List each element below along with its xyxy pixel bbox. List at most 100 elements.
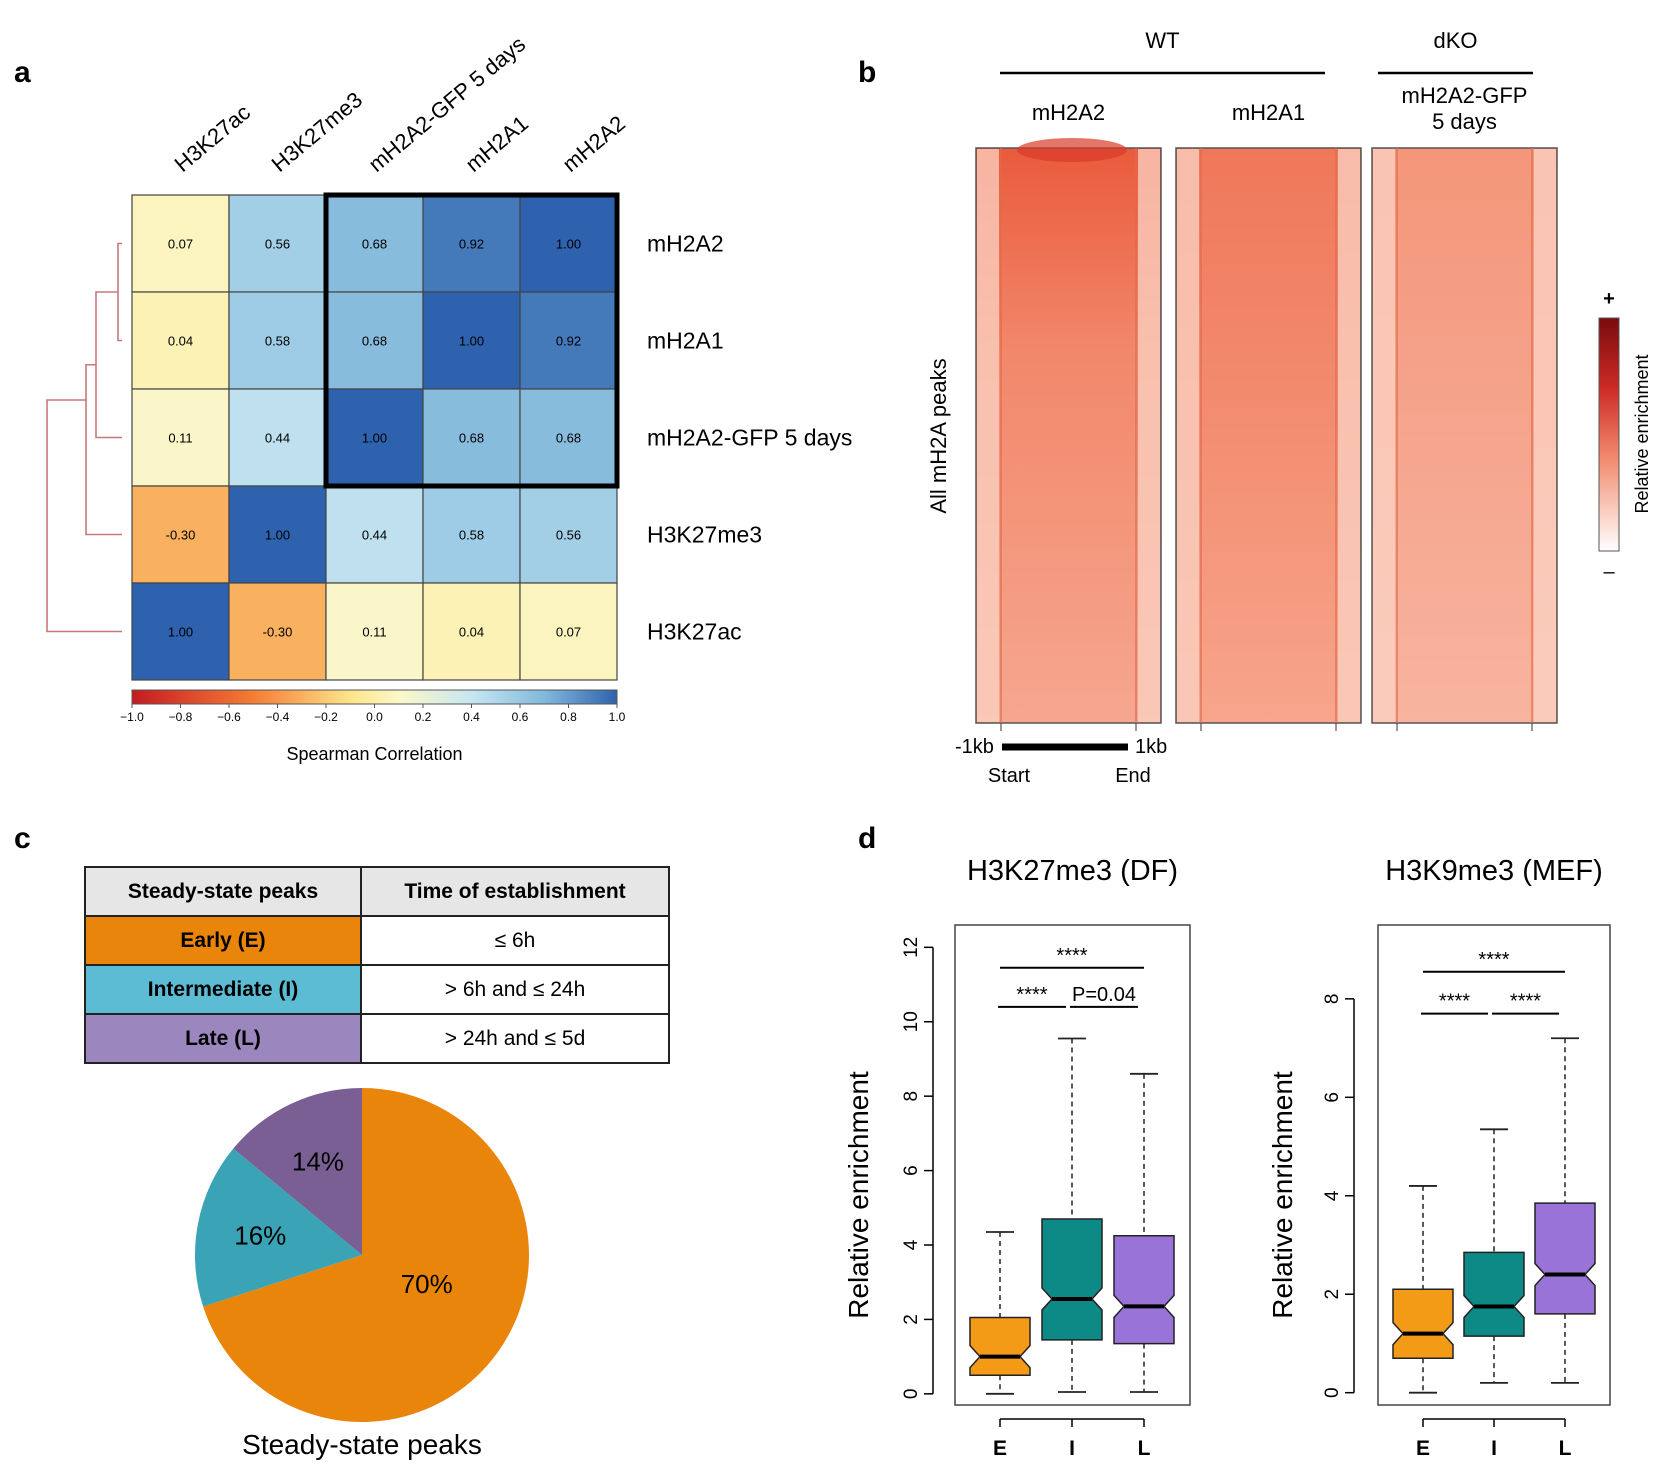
table-cell: > 24h and ≤ 5d bbox=[360, 1013, 670, 1064]
heatmap-cell bbox=[422, 485, 521, 584]
heatmap-flank bbox=[1338, 149, 1360, 722]
table-cell: ≤ 6h bbox=[360, 915, 670, 966]
cell-value-label: 1.00 bbox=[265, 528, 290, 543]
enrichment-colorbar bbox=[1598, 317, 1620, 552]
cell-value-label: 0.11 bbox=[362, 625, 386, 640]
cell-value-label: 0.68 bbox=[362, 237, 387, 252]
y-tick-label: 6 bbox=[1322, 1092, 1343, 1103]
colorbar-tick-label: 0.4 bbox=[463, 710, 480, 724]
cell-value-label: 0.11 bbox=[168, 431, 192, 446]
heatmap-cell bbox=[131, 291, 230, 390]
box bbox=[969, 1316, 1031, 1376]
y-tick-label: 2 bbox=[1322, 1289, 1343, 1300]
dendrogram-branch bbox=[46, 399, 122, 633]
peak-heatmap bbox=[1371, 147, 1558, 724]
plot-title: H3K9me3 (MEF) bbox=[1385, 855, 1603, 887]
steady-state-table: Steady-state peaks Time of establishment… bbox=[84, 866, 670, 1064]
table-cell-intermediate: Intermediate (I) bbox=[84, 964, 362, 1015]
heatmap-cell bbox=[519, 291, 618, 390]
heatmap-column-label: mH2A1 bbox=[1232, 100, 1305, 125]
box bbox=[1534, 1202, 1596, 1315]
peak-heatmap bbox=[975, 147, 1162, 724]
heatmap-cell bbox=[325, 291, 424, 390]
significance-label: **** bbox=[1510, 991, 1541, 1013]
cell-value-label: 0.07 bbox=[556, 625, 581, 640]
x-tick-label: -1kb bbox=[955, 736, 994, 758]
cell-value-label: 0.56 bbox=[265, 237, 290, 252]
x-tick-label: L bbox=[1138, 1437, 1151, 1460]
cell-value-label: 0.68 bbox=[556, 431, 581, 446]
table-row: Early (E) ≤ 6h bbox=[84, 915, 670, 966]
y-tick-label: 6 bbox=[901, 1165, 922, 1176]
colorbar bbox=[131, 689, 618, 705]
group-label: dKO bbox=[1433, 28, 1477, 53]
pie-slice bbox=[195, 1148, 362, 1307]
column-label: H3K27me3 bbox=[267, 87, 367, 177]
panel-label-c: c bbox=[14, 822, 31, 855]
table-header: Time of establishment bbox=[360, 866, 670, 917]
colorbar-tick-label: 0.2 bbox=[415, 710, 432, 724]
cell-value-label: 0.92 bbox=[556, 334, 581, 349]
x-tick-label: E bbox=[993, 1437, 1007, 1460]
colorbar-tick-label: −1.0 bbox=[120, 710, 144, 724]
cell-value-label: 0.58 bbox=[459, 528, 484, 543]
heatmap-cell bbox=[422, 582, 521, 681]
y-tick-label: 8 bbox=[901, 1091, 922, 1102]
cell-value-label: 0.44 bbox=[265, 431, 290, 446]
heatmap-cell bbox=[228, 582, 327, 681]
x-tick-label: E bbox=[1416, 1437, 1430, 1460]
pie-chart: 70% 16% 14% Steady-state peaks bbox=[195, 1088, 529, 1460]
row-label: H3K27me3 bbox=[647, 522, 762, 548]
heatmap-cell bbox=[131, 582, 230, 681]
box bbox=[1113, 1234, 1175, 1345]
box bbox=[1463, 1251, 1525, 1337]
dendrogram-branch bbox=[85, 363, 122, 536]
plot-frame bbox=[1377, 924, 1611, 1406]
heatmap-flank bbox=[977, 149, 999, 722]
pie-value-label: 70% bbox=[401, 1269, 453, 1299]
y-tick-label: 8 bbox=[1322, 994, 1343, 1005]
significance-label: **** bbox=[1056, 945, 1087, 967]
colorbar-tick-label: −0.8 bbox=[169, 710, 193, 724]
dendrogram bbox=[46, 242, 122, 633]
x-sub-label: End bbox=[1115, 765, 1151, 787]
plot-frame bbox=[954, 924, 1191, 1406]
colorbar-tick-label: 1.0 bbox=[609, 710, 626, 724]
cell-value-label: 0.56 bbox=[556, 528, 581, 543]
x-tick-label: I bbox=[1491, 1437, 1497, 1460]
y-tick-label: 2 bbox=[901, 1314, 922, 1325]
y-axis-label: All mH2A peaks bbox=[926, 358, 951, 513]
table-cell: > 6h and ≤ 24h bbox=[360, 964, 670, 1015]
heatmap-cell bbox=[325, 582, 424, 681]
significance-label: **** bbox=[1439, 991, 1470, 1013]
y-tick-label: 10 bbox=[901, 1011, 922, 1032]
correlation-heatmap: 0.07 0.56 0.68 0.92 1.00 0.04 0.58 0.68 1.00 0.92… bbox=[46, 31, 852, 764]
y-tick-label: 4 bbox=[1322, 1190, 1343, 1201]
heatmap-cell bbox=[422, 291, 521, 390]
dendrogram-branch bbox=[117, 242, 122, 342]
colorbar-tick-label: 0.8 bbox=[560, 710, 577, 724]
table-header: Steady-state peaks bbox=[84, 866, 362, 917]
heatmap-hotspot bbox=[1017, 138, 1127, 162]
colorbar-tick-label: −0.2 bbox=[314, 710, 338, 724]
table-cell-early: Early (E) bbox=[84, 915, 362, 966]
panel-label-d: d bbox=[858, 822, 876, 855]
y-tick-label: 4 bbox=[901, 1239, 922, 1250]
colorbar-label: Relative enrichment bbox=[1632, 354, 1652, 513]
heatmap-cell bbox=[422, 388, 521, 487]
colorbar-tick-label: 0.6 bbox=[512, 710, 529, 724]
row-label: mH2A1 bbox=[647, 328, 724, 354]
x-tick-label: 1kb bbox=[1135, 736, 1167, 758]
table-header-row: Steady-state peaks Time of establishment bbox=[84, 866, 670, 917]
plot-title: H3K27me3 (DF) bbox=[967, 855, 1178, 887]
group-label: WT bbox=[1145, 28, 1179, 53]
colorbar-label: Spearman Correlation bbox=[286, 744, 462, 764]
cell-value-label: 1.00 bbox=[362, 431, 387, 446]
heatmap-cell bbox=[519, 388, 618, 487]
column-label: mH2A1 bbox=[461, 111, 533, 177]
cell-value-label: 0.92 bbox=[459, 237, 484, 252]
table-row: Intermediate (I) > 6h and ≤ 24h bbox=[84, 964, 670, 1015]
significance-label: P=0.04 bbox=[1072, 984, 1136, 1006]
heatmap-column-label: 5 days bbox=[1432, 109, 1497, 134]
